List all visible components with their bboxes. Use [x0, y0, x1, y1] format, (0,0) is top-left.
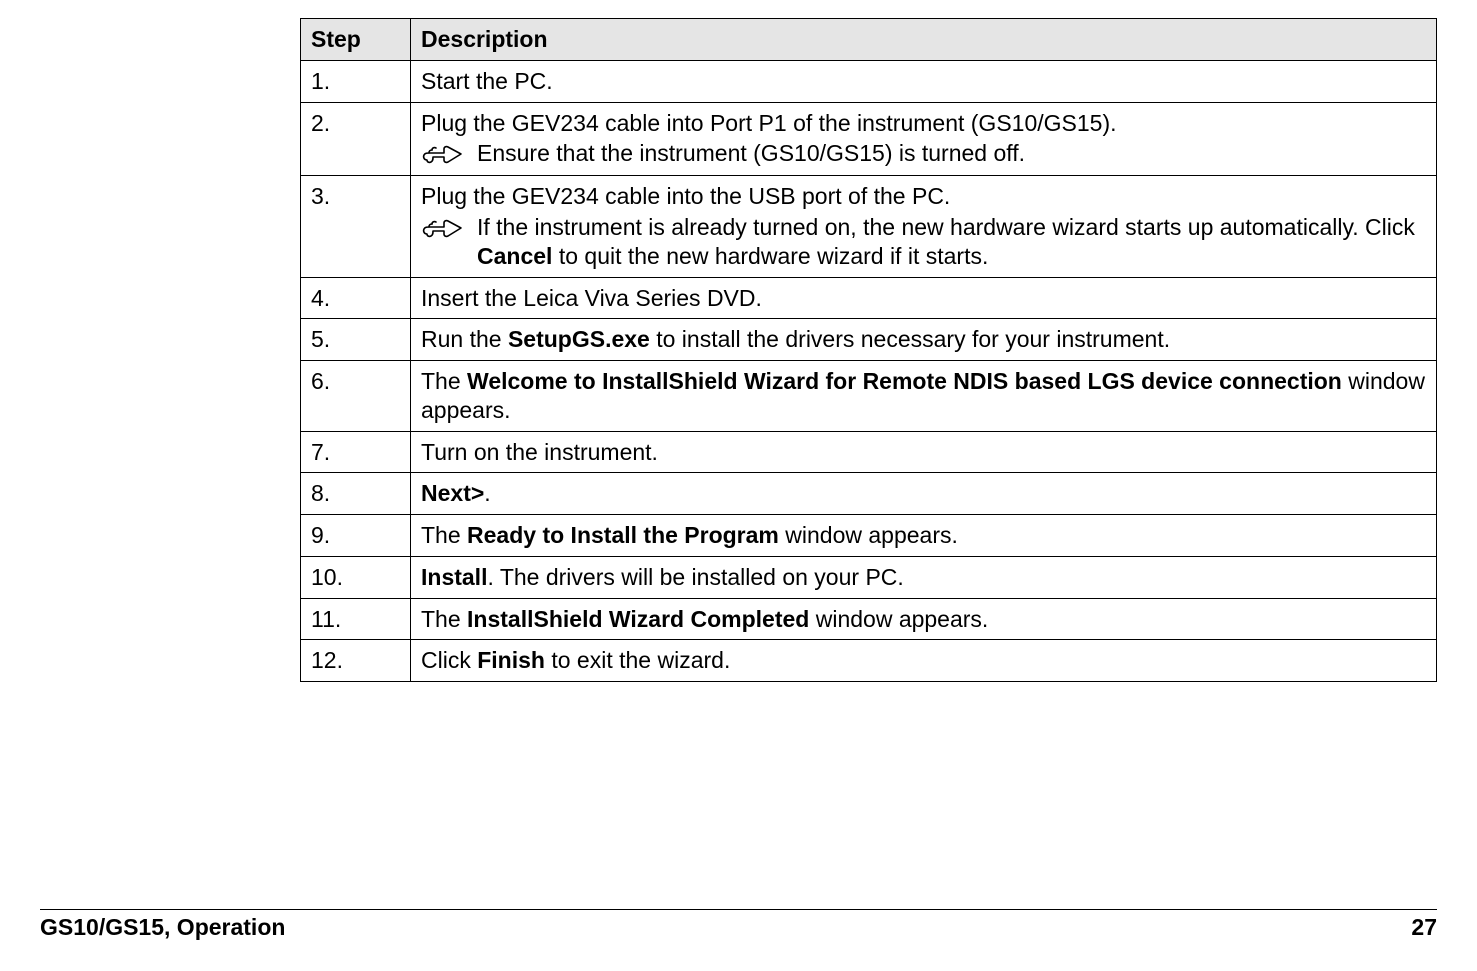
step-number: 10. — [301, 556, 411, 598]
col-header-description: Description — [411, 19, 1437, 61]
description-text: The Ready to Install the Program window … — [421, 521, 1426, 550]
step-description: Next>. — [411, 473, 1437, 515]
step-number: 11. — [301, 598, 411, 640]
text-run: Click — [421, 647, 477, 673]
bold-text: Cancel — [477, 243, 552, 269]
table-row: 3. Plug the GEV234 cable into the USB por… — [301, 176, 1437, 277]
note-text: Ensure that the instrument (GS10/GS15) i… — [477, 139, 1426, 168]
table-header-row: Step Description — [301, 19, 1437, 61]
step-description: Plug the GEV234 cable into Port P1 of th… — [411, 102, 1437, 176]
table-row: 1. Start the PC. — [301, 60, 1437, 102]
bold-text: Ready to Install the Program — [467, 522, 779, 548]
step-number: 12. — [301, 640, 411, 682]
note: If the instrument is already turned on, … — [421, 213, 1426, 271]
bold-text: Welcome to InstallShield Wizard for Remo… — [467, 368, 1342, 394]
text-run: window appears. — [779, 522, 958, 548]
step-description: The InstallShield Wizard Completed windo… — [411, 598, 1437, 640]
steps-table: Step Description 1. Start the PC. 2. Plug t… — [300, 18, 1437, 682]
table-row: 2. Plug the GEV234 cable into Port P1 of … — [301, 102, 1437, 176]
pointing-hand-icon — [421, 139, 477, 169]
description-text: Plug the GEV234 cable into the USB port … — [421, 182, 1426, 211]
step-description: Install. The drivers will be installed o… — [411, 556, 1437, 598]
note: Ensure that the instrument (GS10/GS15) i… — [421, 139, 1426, 169]
step-number: 3. — [301, 176, 411, 277]
step-description: Turn on the instrument. — [411, 431, 1437, 473]
table-row: 11. The InstallShield Wizard Completed wi… — [301, 598, 1437, 640]
note-text: If the instrument is already turned on, … — [477, 213, 1426, 271]
description-text: Plug the GEV234 cable into Port P1 of th… — [421, 109, 1426, 138]
col-header-step: Step — [301, 19, 411, 61]
table-row: 4. Insert the Leica Viva Series DVD. — [301, 277, 1437, 319]
step-number: 5. — [301, 319, 411, 361]
table-row: 9. The Ready to Install the Program windo… — [301, 515, 1437, 557]
text-run: Start the PC. — [421, 68, 553, 94]
table-row: 5. Run the SetupGS.exe to install the dri… — [301, 319, 1437, 361]
step-description: Insert the Leica Viva Series DVD. — [411, 277, 1437, 319]
text-run: The — [421, 522, 467, 548]
description-text: The Welcome to InstallShield Wizard for … — [421, 367, 1426, 425]
step-description: Run the SetupGS.exe to install the drive… — [411, 319, 1437, 361]
step-number: 1. — [301, 60, 411, 102]
description-text: Turn on the instrument. — [421, 438, 1426, 467]
step-description: The Welcome to InstallShield Wizard for … — [411, 361, 1437, 432]
footer-left: GS10/GS15, Operation — [40, 914, 285, 941]
text-run: The — [421, 606, 467, 632]
description-text: Run the SetupGS.exe to install the drive… — [421, 325, 1426, 354]
footer-page-number: 27 — [1411, 914, 1437, 941]
table-row: 8. Next>. — [301, 473, 1437, 515]
description-text: Next>. — [421, 479, 1426, 508]
text-run: to install the drivers necessary for you… — [650, 326, 1170, 352]
step-description: Start the PC. — [411, 60, 1437, 102]
text-run: . The drivers will be installed on your … — [487, 564, 903, 590]
table-row: 7. Turn on the instrument. — [301, 431, 1437, 473]
step-description: Plug the GEV234 cable into the USB port … — [411, 176, 1437, 277]
text-run: to quit the new hardware wizard if it st… — [552, 243, 988, 269]
step-number: 8. — [301, 473, 411, 515]
table-row: 10. Install. The drivers will be installe… — [301, 556, 1437, 598]
text-run: Insert the Leica Viva Series DVD. — [421, 285, 762, 311]
page: Step Description 1. Start the PC. 2. Plug t… — [0, 0, 1477, 971]
description-text: Start the PC. — [421, 67, 1426, 96]
description-text: Insert the Leica Viva Series DVD. — [421, 284, 1426, 313]
table-row: 6.The Welcome to InstallShield Wizard fo… — [301, 361, 1437, 432]
bold-text: InstallShield Wizard Completed — [467, 606, 809, 632]
text-run: Plug the GEV234 cable into Port P1 of th… — [421, 110, 1117, 136]
page-footer: GS10/GS15, Operation 27 — [40, 909, 1437, 941]
bold-text: Install — [421, 564, 487, 590]
step-description: Click Finish to exit the wizard. — [411, 640, 1437, 682]
text-run: If the instrument is already turned on, … — [477, 214, 1415, 240]
pointing-hand-icon — [421, 213, 477, 243]
description-text: Click Finish to exit the wizard. — [421, 646, 1426, 675]
text-run: Plug the GEV234 cable into the USB port … — [421, 183, 950, 209]
step-number: 4. — [301, 277, 411, 319]
bold-text: SetupGS.exe — [508, 326, 650, 352]
step-number: 2. — [301, 102, 411, 176]
step-number: 9. — [301, 515, 411, 557]
text-run: Run the — [421, 326, 508, 352]
text-run: window appears. — [809, 606, 988, 632]
text-run: Turn on the instrument. — [421, 439, 658, 465]
table-row: 12. Click Finish to exit the wizard. — [301, 640, 1437, 682]
text-run: The — [421, 368, 467, 394]
text-run: . — [484, 480, 490, 506]
step-description: The Ready to Install the Program window … — [411, 515, 1437, 557]
description-text: Install. The drivers will be installed o… — [421, 563, 1426, 592]
text-run: to exit the wizard. — [545, 647, 730, 673]
step-number: 7. — [301, 431, 411, 473]
bold-text: Next> — [421, 480, 484, 506]
step-number: 6. — [301, 361, 411, 432]
description-text: The InstallShield Wizard Completed windo… — [421, 605, 1426, 634]
bold-text: Finish — [477, 647, 545, 673]
